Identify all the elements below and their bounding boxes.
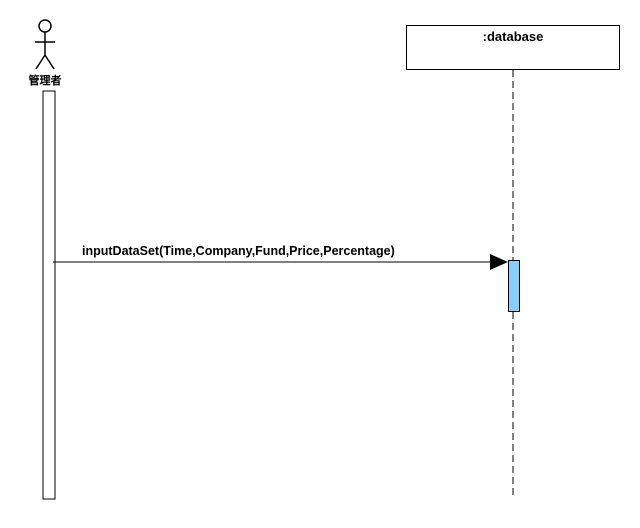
actor-stick-figure-icon[interactable] bbox=[35, 19, 55, 70]
database-object-label: :database bbox=[483, 29, 544, 44]
actor-head bbox=[38, 19, 52, 33]
database-activation-bar[interactable] bbox=[508, 260, 520, 312]
actor-left-leg bbox=[35, 54, 46, 70]
actor-right-leg bbox=[44, 54, 55, 70]
actor-label: 管理者 bbox=[29, 73, 62, 87]
database-object-box[interactable] bbox=[406, 25, 620, 70]
message-label: inputDataSet(Time,Company,Fund,Price,Per… bbox=[82, 244, 395, 258]
message-arrowhead-icon bbox=[490, 254, 508, 270]
actor-activation-bar[interactable] bbox=[42, 90, 56, 500]
